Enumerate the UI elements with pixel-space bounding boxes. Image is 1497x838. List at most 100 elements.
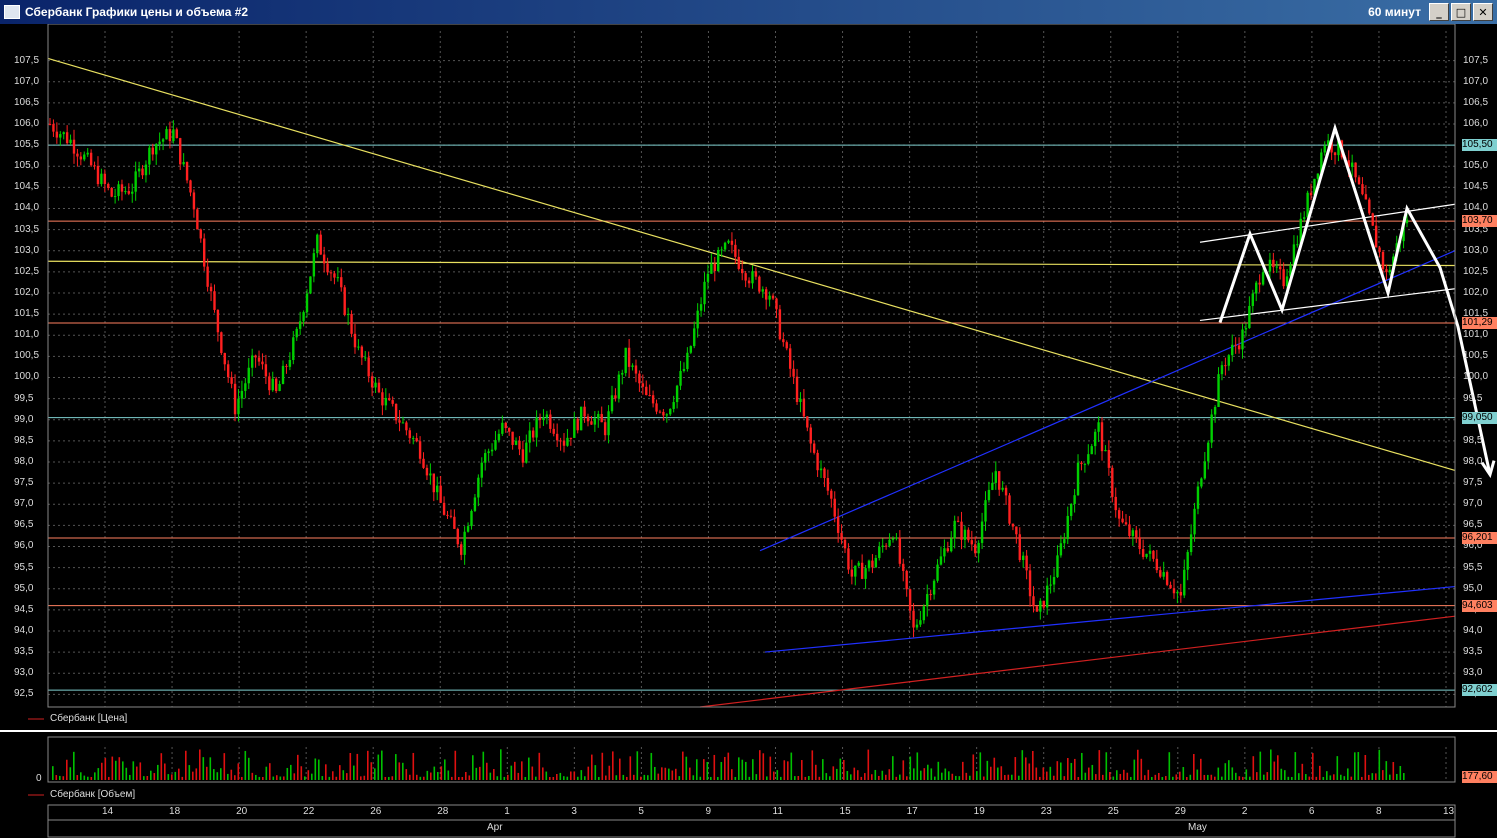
volume-bar (241, 776, 243, 780)
chart-area[interactable] (0, 24, 1497, 838)
candle-body (569, 437, 573, 439)
volume-bar (1161, 776, 1164, 780)
volume-bar (601, 752, 604, 780)
volume-bar (983, 776, 985, 780)
volume-legend-label: Сбербанк [Объем] (50, 789, 136, 800)
volume-bar (860, 776, 863, 780)
volume-bar (1217, 767, 1220, 780)
volume-bar (206, 766, 208, 780)
volume-bar (1347, 768, 1349, 780)
candle-body (929, 594, 932, 596)
volume-bar (1322, 776, 1325, 780)
candle-body (603, 422, 607, 436)
candle-body (984, 500, 987, 522)
candle-body (127, 191, 131, 194)
volume-bar (416, 774, 418, 780)
volume-bar (433, 766, 436, 780)
volume-bar (475, 767, 478, 780)
volume-bar (871, 774, 873, 780)
candle-body (891, 538, 895, 540)
y-tick-label-left: 107,5 (14, 54, 40, 66)
volume-bar (395, 754, 397, 780)
y-tick-label-right: 106,5 (1463, 96, 1489, 108)
volume-bar (430, 772, 432, 780)
candle-body (182, 162, 185, 165)
volume-bar (1119, 773, 1122, 780)
candle-body (511, 431, 514, 445)
candle-body (919, 620, 922, 625)
volume-bar (1137, 749, 1139, 780)
candle-body (1217, 374, 1220, 407)
volume-bar (1193, 754, 1195, 780)
trend-line (699, 615, 1456, 708)
y-tick-label-right: 102,0 (1463, 286, 1489, 298)
timeframe-label[interactable]: 60 минут (1368, 5, 1421, 19)
candle-body (460, 544, 463, 555)
volume-bar (965, 772, 968, 780)
volume-bar (192, 771, 194, 780)
volume-bar (178, 768, 180, 780)
candle-body (710, 263, 713, 274)
volume-bar (1165, 776, 1167, 780)
level-tag: 101,29 (1462, 316, 1497, 329)
candle-body (1183, 569, 1186, 596)
date-label: 8 (1375, 806, 1382, 817)
candle-body (1015, 526, 1018, 535)
volume-bar (1207, 774, 1209, 780)
candle-body (658, 411, 662, 413)
candle-body (1148, 550, 1152, 554)
y-tick-label-left: 106,0 (14, 117, 40, 129)
volume-bar (314, 758, 317, 780)
minimize-button[interactable]: _ (1429, 3, 1449, 21)
volume-bar (1221, 776, 1223, 780)
volume-bar (850, 774, 852, 780)
candle-body (473, 497, 477, 511)
candle-body (579, 406, 583, 431)
volume-bar (1361, 776, 1363, 780)
candle-body (833, 498, 836, 517)
candle-body (316, 234, 319, 254)
volume-bar (171, 774, 173, 780)
window-titlebar[interactable]: Сбербанк Графики цены и объема #2 60 мин… (0, 0, 1497, 24)
candle-body (1114, 496, 1117, 511)
candle-body (713, 263, 716, 272)
candle-body (744, 273, 747, 281)
volume-bar (363, 775, 366, 780)
candle-body (864, 568, 867, 579)
candle-body (884, 545, 888, 547)
candle-body (747, 280, 751, 284)
close-button[interactable]: ✕ (1473, 3, 1493, 21)
volume-bar (1186, 776, 1188, 780)
candle-body (823, 468, 826, 479)
volume-bar (1095, 774, 1097, 780)
y-tick-label-right: 100,5 (1463, 350, 1489, 362)
candle-body (394, 403, 398, 421)
maximize-button[interactable]: □ (1451, 3, 1471, 21)
candle-body (113, 196, 117, 198)
volume-bar (836, 768, 838, 780)
volume-bar (1182, 767, 1185, 780)
trend-line (764, 585, 1456, 653)
volume-bar (318, 759, 320, 780)
volume-bar (507, 774, 509, 780)
volume-bar (1354, 752, 1356, 780)
y-tick-label-right: 96,5 (1463, 519, 1483, 531)
candle-body (415, 438, 418, 442)
candle-body (1381, 251, 1385, 270)
volume-bar (1144, 775, 1146, 780)
candle-body (1138, 537, 1141, 549)
y-tick-label-right: 98,5 (1463, 434, 1483, 446)
volume-bar (1319, 765, 1321, 780)
volume-bar (881, 770, 884, 780)
candle-body (785, 342, 788, 349)
candle-body (1330, 140, 1333, 153)
volume-bar (626, 776, 628, 780)
volume-bar (587, 766, 590, 780)
date-label: 29 (1174, 806, 1186, 817)
candle-body (83, 154, 86, 160)
volume-bar (776, 770, 779, 780)
candle-body (624, 347, 627, 374)
volume-bar (500, 749, 502, 780)
candle-body (1032, 596, 1035, 607)
candle-body (552, 428, 555, 434)
